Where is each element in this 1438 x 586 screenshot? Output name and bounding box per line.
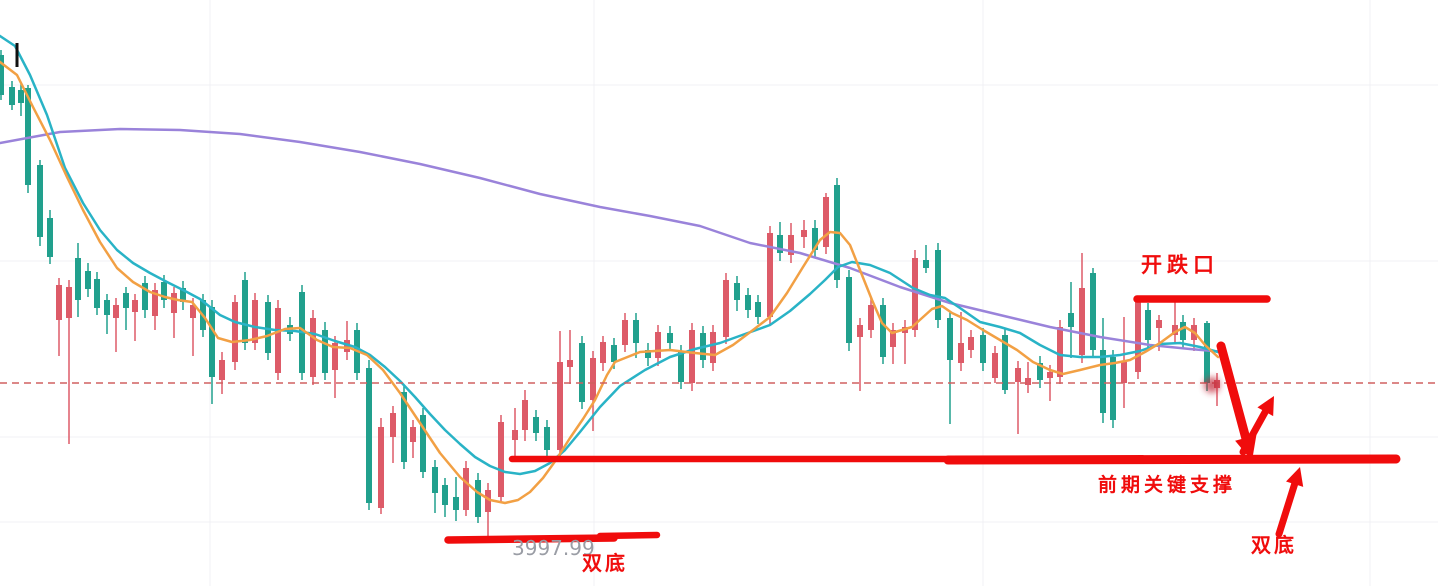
double-bottom-left-annotation-label: 双底 (582, 551, 628, 575)
low-price-label: 3997.99 (512, 536, 595, 560)
gap-annotation-label: 开跌口 (1141, 252, 1219, 277)
candle-series (0, 50, 1220, 538)
support-annotation-label: 前期关键支撑 (1098, 474, 1237, 496)
moving-average-lines (0, 34, 1227, 505)
annotation-drawings (444, 295, 1401, 544)
chart-extras (15, 43, 1220, 393)
double-bottom-right-annotation-label: 双底 (1251, 533, 1297, 557)
